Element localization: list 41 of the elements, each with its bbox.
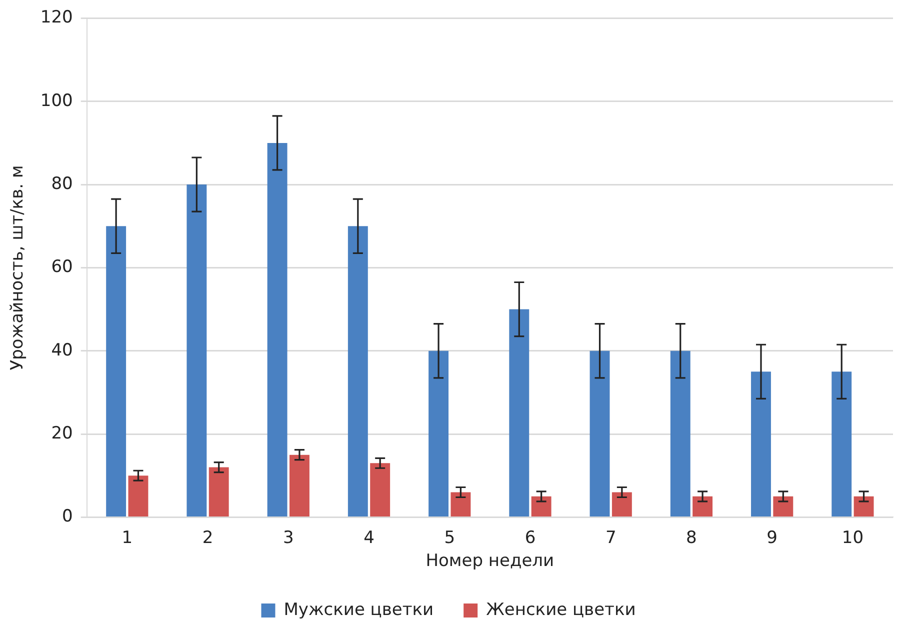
- bar: [670, 350, 690, 516]
- legend-label: Женские цветки: [486, 600, 636, 620]
- bar: [773, 496, 794, 516]
- y-tick-label: 60: [51, 257, 73, 278]
- y-tick-label: 40: [51, 340, 73, 360]
- x-axis-title: Номер недели: [426, 551, 554, 572]
- bar: [128, 476, 148, 516]
- bar: [267, 142, 288, 516]
- bar: [612, 492, 632, 516]
- y-tick-label: 0: [62, 506, 73, 527]
- x-tick-label: 10: [842, 528, 864, 548]
- bar: [531, 496, 552, 516]
- x-tick-label: 4: [364, 528, 374, 548]
- x-tick-label: 9: [766, 528, 778, 548]
- y-tick-label: 120: [40, 8, 73, 28]
- bar: [692, 496, 713, 516]
- x-tick-label: 7: [605, 528, 616, 548]
- bar: [106, 226, 126, 516]
- bar: [751, 372, 771, 516]
- bar: [509, 309, 530, 516]
- bar: [450, 492, 471, 516]
- bar: [289, 454, 310, 516]
- bar: [832, 372, 852, 516]
- x-tick-label: 8: [686, 528, 697, 548]
- bar: [854, 496, 874, 516]
- legend-label: Мужские цветки: [284, 600, 434, 620]
- bar: [428, 350, 449, 516]
- x-tick-label: 5: [444, 528, 456, 548]
- bar: [208, 467, 229, 516]
- bar: [370, 463, 390, 516]
- x-tick-label: 6: [524, 528, 536, 548]
- y-tick-label: 20: [51, 423, 73, 444]
- x-tick-label: 3: [282, 528, 294, 548]
- y-axis-title: Урожайность, шт/кв. м: [8, 165, 28, 370]
- bar: [186, 184, 207, 516]
- y-tick-label: 100: [40, 90, 73, 111]
- y-tick-label: 80: [51, 174, 73, 194]
- bar: [348, 226, 368, 516]
- x-tick-label: 1: [122, 528, 133, 548]
- bar: [590, 350, 610, 516]
- x-tick-label: 2: [202, 528, 214, 548]
